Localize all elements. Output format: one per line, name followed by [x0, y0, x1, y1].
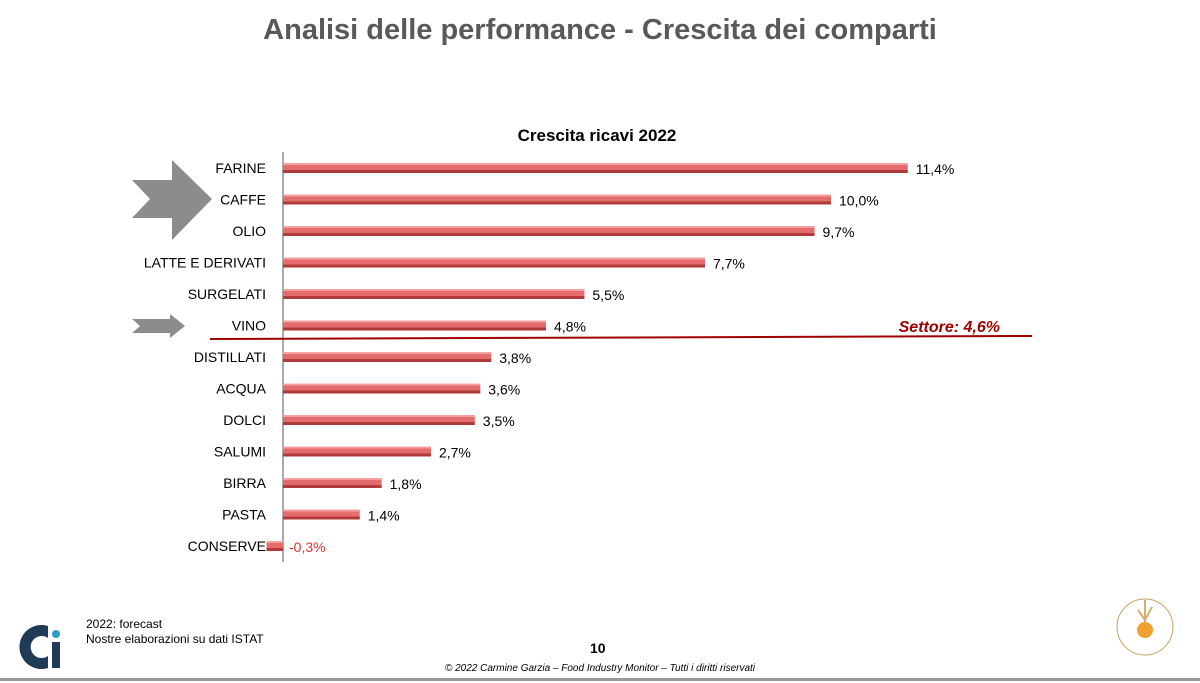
- bar-shadow: [283, 422, 475, 425]
- bar-highlight: [283, 226, 815, 228]
- category-label: CAFFE: [220, 192, 266, 208]
- ci-logo: [19, 625, 60, 669]
- category-label: BIRRA: [223, 475, 266, 491]
- bar: [283, 352, 492, 362]
- copyright: © 2022 Carmine Garzia – Food Industry Mo…: [444, 663, 756, 674]
- bar-shadow: [283, 264, 705, 268]
- bar-chart: Crescita ricavi 2022 FARINE 11,4% CAFFE 10,…: [132, 126, 1033, 562]
- arrow-vino-icon: [132, 314, 185, 338]
- bar-highlight: [266, 541, 283, 543]
- slide-title: Analisi delle performance - Crescita dei…: [263, 14, 937, 46]
- bar-shadow: [283, 296, 585, 299]
- arrow-caffe-icon: [132, 160, 212, 240]
- source-note: Nostre elaborazioni su dati ISTAT: [86, 632, 264, 646]
- category-label: SURGELATI: [188, 286, 266, 302]
- category-label: SALUMI: [214, 444, 266, 460]
- value-label: 3,8%: [499, 350, 531, 366]
- bar: [283, 383, 481, 394]
- bar-highlight: [283, 383, 481, 386]
- bar-highlight: [283, 509, 360, 512]
- bar-highlight: [283, 478, 382, 480]
- value-label: 2,7%: [439, 445, 471, 461]
- category-label: DISTILLATI: [194, 349, 266, 365]
- bar: [266, 541, 283, 551]
- category-label: OLIO: [233, 223, 267, 239]
- bar-highlight: [283, 163, 908, 165]
- bar-highlight: [283, 257, 705, 260]
- value-label: 3,5%: [483, 413, 515, 429]
- bar: [283, 446, 431, 457]
- bar: [283, 289, 585, 299]
- category-label: CONSERVE: [188, 538, 266, 554]
- value-label: 5,5%: [592, 287, 624, 303]
- bar-shadow: [283, 453, 431, 457]
- bar-shadow: [283, 516, 360, 520]
- bar-shadow: [266, 548, 283, 551]
- bar-shadow: [283, 327, 547, 331]
- chart-title: Crescita ricavi 2022: [518, 126, 677, 145]
- bar: [283, 478, 382, 488]
- category-label: FARINE: [215, 160, 266, 176]
- bar-highlight: [283, 352, 492, 354]
- bar-shadow: [283, 170, 908, 173]
- bar: [283, 415, 475, 425]
- bar-shadow: [283, 485, 382, 488]
- value-label: 3,6%: [488, 382, 520, 398]
- bar-highlight: [283, 194, 831, 197]
- bar-shadow: [283, 390, 481, 394]
- page-number: 10: [590, 640, 606, 656]
- bar: [283, 509, 360, 520]
- bar-highlight: [283, 415, 475, 417]
- category-label: DOLCI: [223, 412, 266, 428]
- bar: [283, 226, 815, 236]
- bar: [283, 163, 908, 173]
- value-label: 7,7%: [713, 256, 745, 272]
- value-label: 4,8%: [554, 319, 586, 335]
- value-label: 1,4%: [368, 508, 400, 524]
- bar-shadow: [283, 359, 492, 362]
- bar-shadow: [283, 201, 831, 205]
- bar-highlight: [283, 446, 431, 449]
- value-label: -0,3%: [289, 539, 326, 555]
- bar: [283, 194, 831, 205]
- sector-reference-line: [209, 335, 1033, 340]
- footer-divider: [0, 678, 1200, 681]
- bar-highlight: [283, 320, 547, 323]
- forecast-note: 2022: forecast: [86, 617, 163, 631]
- value-label: 10,0%: [839, 193, 879, 209]
- bar-highlight: [283, 289, 585, 291]
- bar-shadow: [283, 233, 815, 236]
- seal-logo: [1116, 598, 1174, 656]
- category-label: LATTE E DERIVATI: [144, 255, 266, 271]
- category-label: PASTA: [222, 507, 266, 523]
- bar: [283, 320, 547, 331]
- bar: [283, 257, 705, 268]
- value-label: 9,7%: [823, 224, 855, 240]
- category-label: VINO: [232, 318, 266, 334]
- value-label: 1,8%: [390, 476, 422, 492]
- category-label: ACQUA: [216, 381, 266, 397]
- value-label: 11,4%: [916, 161, 955, 177]
- sector-reference-label: Settore: 4,6%: [899, 319, 1000, 336]
